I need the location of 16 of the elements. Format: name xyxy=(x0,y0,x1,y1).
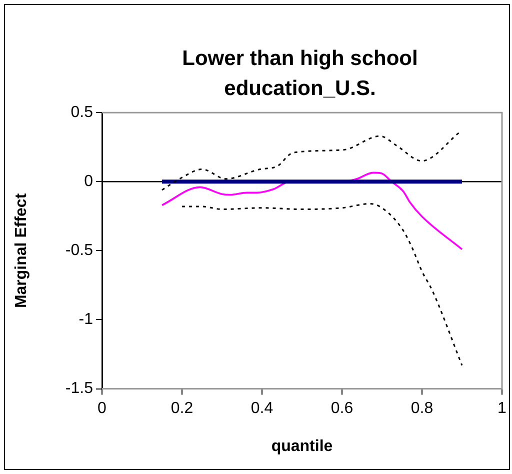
line-series xyxy=(181,202,463,366)
x-tick-label: 0.6 xyxy=(330,400,354,417)
y-tick-label: 0 xyxy=(84,173,94,190)
x-tick-label: 0.2 xyxy=(170,400,194,417)
y-tick-label: -1 xyxy=(78,311,94,328)
line-series xyxy=(161,131,461,191)
x-axis-title: quantile xyxy=(270,438,334,456)
x-tick-label: 0.8 xyxy=(410,400,434,417)
y-tick-label: -1.5 xyxy=(65,380,94,398)
x-tick-label: 1 xyxy=(498,400,507,417)
x-tick-label: 0.4 xyxy=(250,400,274,417)
x-tick-label: 0 xyxy=(98,400,107,417)
chart-title: Lower than high school education_U.S. xyxy=(181,46,419,102)
y-tick-label: 0.5 xyxy=(70,104,94,122)
y-tick-label: -0.5 xyxy=(65,242,94,260)
y-axis-title: Marginal Effect xyxy=(13,192,30,308)
